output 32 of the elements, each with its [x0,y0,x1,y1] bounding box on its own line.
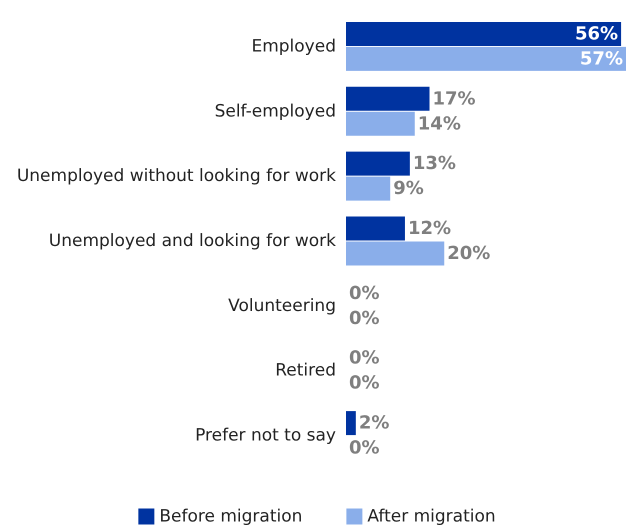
legend-label: After migration [367,506,496,526]
data-label: 13% [412,153,456,174]
y-tick-label: Employed [251,36,336,56]
bar [346,411,356,436]
y-tick-label: Self-employed [214,101,336,122]
data-label: 9% [393,178,424,200]
y-tick-label: Unemployed and looking for work [48,231,336,251]
bar [346,216,405,241]
bar [346,46,626,71]
y-tick-label: Prefer not to say [195,426,336,446]
data-label: 2% [358,412,390,434]
data-label: 57% [580,48,623,70]
bar [346,86,430,111]
bar [346,176,390,201]
y-tick-label: Unemployed without looking for work [16,166,336,186]
data-label: 17% [432,88,476,110]
y-tick-label: Volunteering [228,296,336,316]
data-label: 0% [349,308,380,329]
data-label: 0% [349,372,380,394]
bar [346,241,444,266]
bar [346,22,622,46]
data-label: 20% [447,242,490,264]
data-label: 0% [349,348,380,369]
data-label: 0% [349,438,380,459]
data-label: 12% [408,218,452,240]
legend-label: Before migration [159,506,302,526]
bar [346,152,410,176]
data-label: 0% [349,282,380,304]
data-label: 14% [418,113,461,134]
y-tick-label: Retired [275,360,336,381]
bar [346,112,415,136]
data-label: 56% [574,23,618,44]
